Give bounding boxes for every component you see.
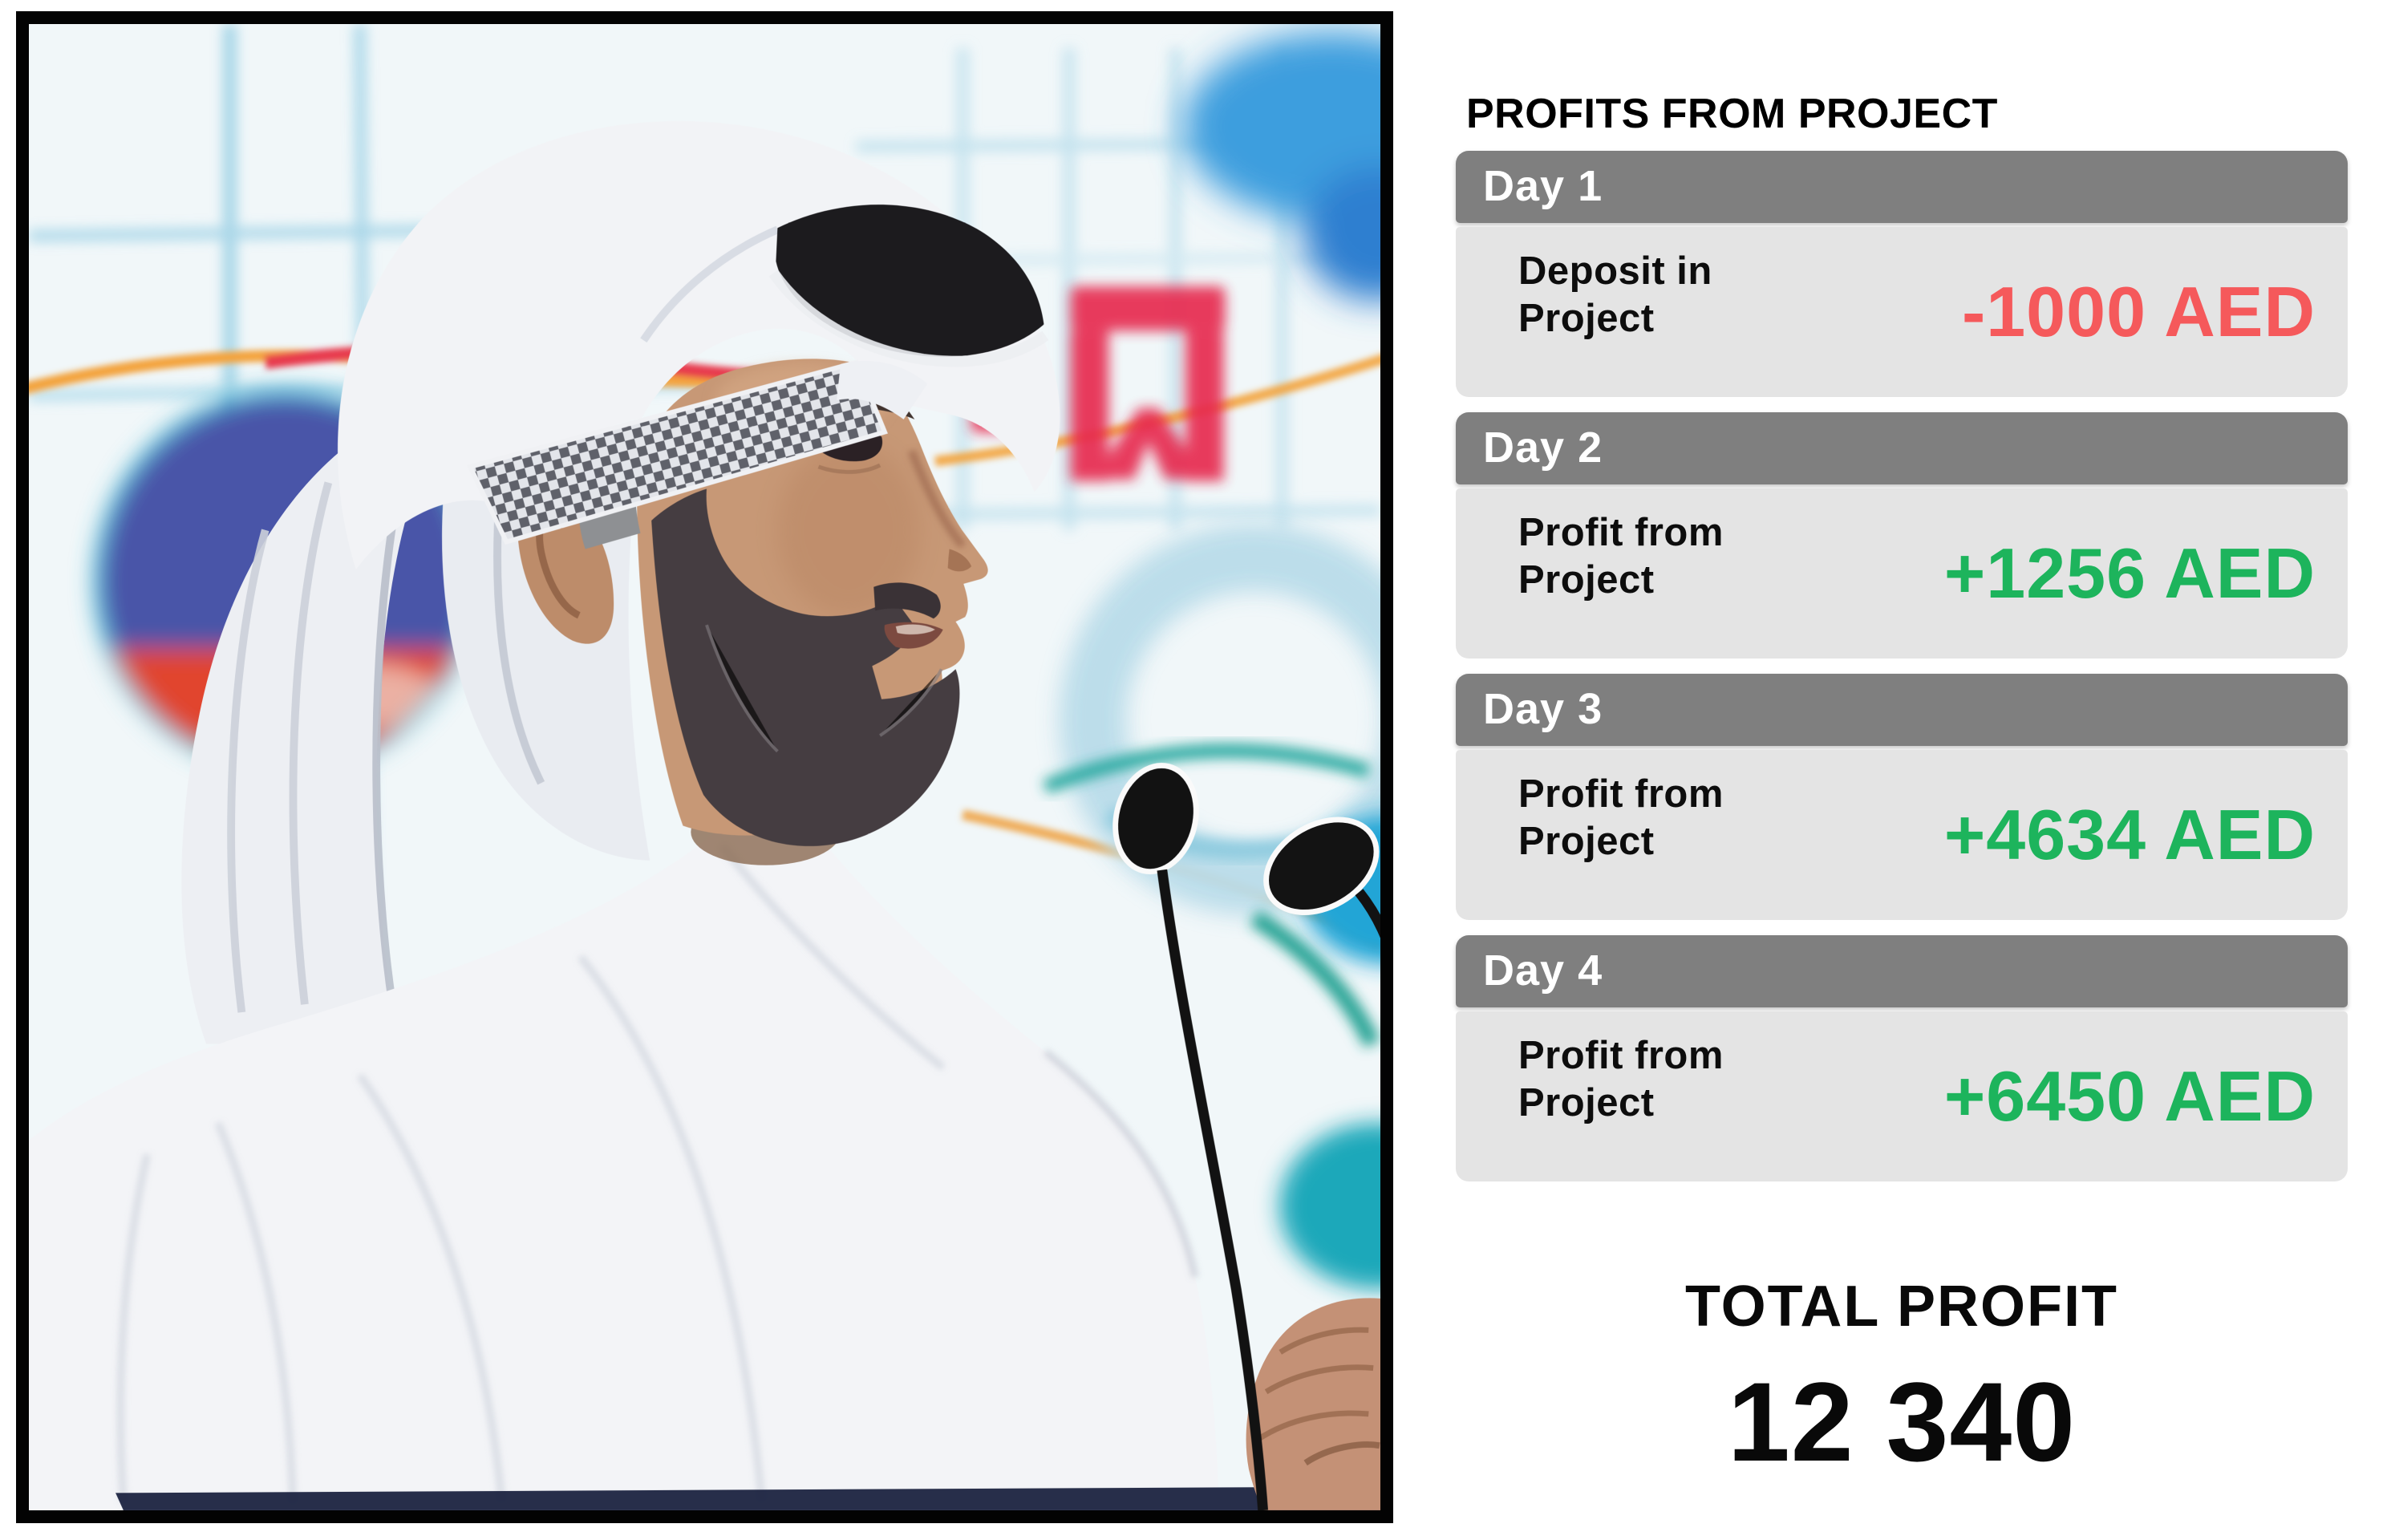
day-2-label: Profit from Project — [1518, 511, 1724, 602]
total-profit-value: 12 340 — [1727, 1359, 2077, 1485]
microphone-left-icon — [1112, 763, 1268, 1510]
day-2-value: +1256 AED — [1943, 533, 2316, 613]
speaker-photo-illustration — [29, 24, 1380, 1510]
total-profit-label: TOTAL PROFIT — [1685, 1275, 2118, 1339]
microphones — [1112, 763, 1380, 1510]
day-4-label: Profit from Project — [1518, 1034, 1724, 1125]
day-1-value: -1000 AED — [1961, 272, 2316, 351]
hand — [1246, 1298, 1380, 1510]
day-card-4: Day 4 Profit from Project +6450 AED — [1456, 935, 2348, 1181]
day-2-body: Profit from Project +1256 AED — [1456, 488, 2348, 659]
panel-title: PROFITS FROM PROJECT — [1466, 91, 1998, 137]
day-4-title: Day 4 — [1483, 946, 1603, 995]
day-3-title: Day 3 — [1483, 685, 1603, 733]
speaker-photo — [16, 11, 1393, 1523]
day-1-label: Deposit in Project — [1518, 249, 1712, 340]
day-4-body: Profit from Project +6450 AED — [1456, 1011, 2348, 1181]
day-4-value: +6450 AED — [1943, 1056, 2316, 1136]
ghutra-mesh-band — [466, 359, 888, 545]
beard — [651, 488, 960, 846]
man-figure — [29, 121, 1219, 1510]
nose — [947, 549, 972, 572]
microphone-right-icon — [1263, 817, 1380, 938]
day-4-header: Day 4 — [1456, 935, 2348, 1007]
bottom-navy-strip — [115, 1486, 1380, 1510]
day-1-header: Day 1 — [1456, 151, 2348, 223]
day-2-title: Day 2 — [1483, 424, 1603, 472]
day-card-2: Day 2 Profit from Project +1256 AED — [1456, 412, 2348, 659]
day-card-3: Day 3 Profit from Project +4634 AED — [1456, 674, 2348, 920]
kandura-robe — [29, 824, 1219, 1510]
day-3-header: Day 3 — [1456, 674, 2348, 746]
day-1-title: Day 1 — [1483, 162, 1603, 210]
day-3-body: Profit from Project +4634 AED — [1456, 750, 2348, 920]
robe-folds — [116, 844, 1199, 1503]
day-2-header: Day 2 — [1456, 412, 2348, 484]
day-3-value: +4634 AED — [1943, 795, 2316, 874]
day-1-body: Deposit in Project -1000 AED — [1456, 227, 2348, 397]
day-card-1: Day 1 Deposit in Project -1000 AED — [1456, 151, 2348, 397]
day-3-label: Profit from Project — [1518, 772, 1724, 863]
blue-blob — [1183, 31, 1380, 301]
mustache — [873, 582, 941, 619]
ghutra-fold-opening — [776, 205, 1044, 357]
